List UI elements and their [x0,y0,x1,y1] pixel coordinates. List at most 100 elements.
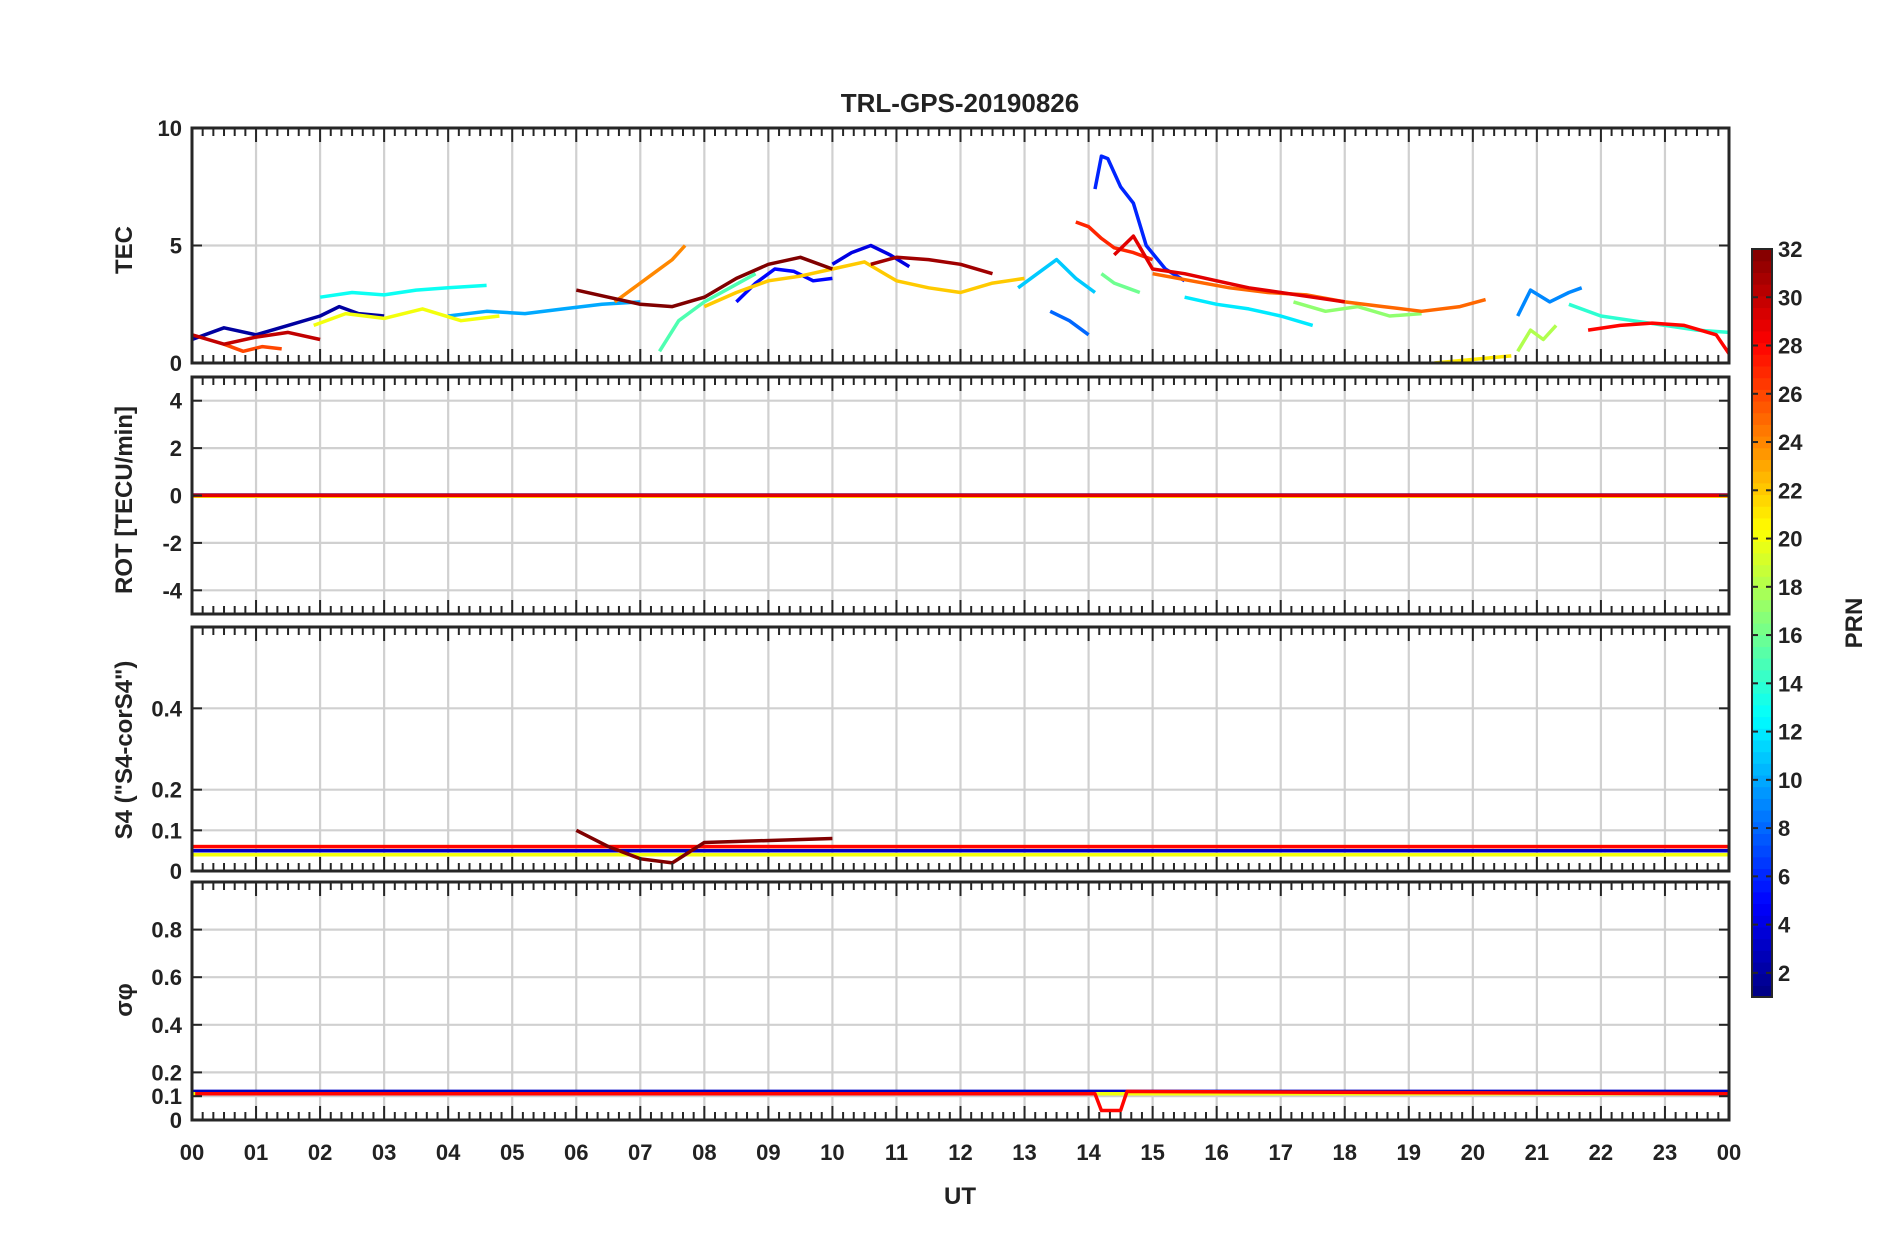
x-tick-label: 21 [1525,1140,1549,1165]
panel-s4: 0 0.1 0.2 0.4 S4 ("S4-corS4") [111,625,1731,884]
x-tick-label: 01 [244,1140,268,1165]
tec-series-prn-31 [870,255,993,276]
x-tick-label: 22 [1589,1140,1613,1165]
tec-series-prn-8 [1049,309,1090,337]
colorbar-band [1752,564,1772,577]
colorbar-band [1752,868,1772,881]
colorbar-tick-label: 24 [1778,430,1803,455]
colorbar-tick-label: 26 [1778,382,1802,407]
x-tick-label: 02 [308,1140,332,1165]
colorbar-band [1752,810,1772,823]
sigma-lines [192,1089,1729,1113]
x-tick-label: 14 [1076,1140,1101,1165]
colorbar-band [1752,400,1772,414]
rot-ytick-label: -2 [162,531,182,556]
colorbar-tick-label: 28 [1778,334,1802,359]
colorbar-band [1752,249,1772,262]
colorbar-band [1752,926,1772,940]
x-tick-label: 08 [692,1140,716,1165]
panel-rot: -4 -2 0 2 4 ROT [TECU/min] [111,375,1731,616]
colorbar-band [1752,529,1772,542]
colorbar-tick-label: 12 [1778,720,1802,745]
colorbar-band [1752,365,1772,379]
sigma-series-prn-28 [195,1089,1729,1113]
tec-series-prn-15 [658,272,757,353]
colorbar-band [1752,424,1772,437]
sigma-ticks [191,882,1730,1121]
colorbar-tick-label: 6 [1778,864,1790,889]
colorbar-tick-label: 32 [1778,237,1802,262]
colorbar-frame [1751,248,1773,998]
colorbar-tick-label: 20 [1778,527,1802,552]
colorbar-band [1752,342,1772,355]
colorbar-band [1752,786,1772,799]
tec-series-prn-6 [1093,154,1186,283]
x-tick-labels: 00 01 02 03 04 05 06 07 08 09 10 11 12 13 14 15 16 17 18 19… [180,1140,1741,1165]
colorbar-band [1752,973,1772,986]
tec-series-prn-30 [192,330,321,346]
x-tick-label: 18 [1333,1140,1357,1165]
colorbar-band [1752,623,1772,636]
x-tick-label: 05 [500,1140,524,1165]
colorbar-band [1752,669,1772,683]
colorbar-band [1752,412,1772,425]
tec-ytick-labels: 0 5 10 [158,116,182,376]
colorbar-band [1752,389,1772,402]
x-tick-label: 15 [1140,1140,1164,1165]
sigma-ytick-label: 0.6 [151,965,182,990]
colorbar-tick-label: 18 [1778,575,1802,600]
colorbar-band [1752,751,1772,764]
colorbar-band [1752,587,1772,601]
tec-lines [192,154,1729,363]
panel-sigma: 00.10.2 0.4 0.6 0.8 σφ [111,880,1731,1133]
colorbar-band [1752,728,1772,741]
colorbar-band [1752,377,1772,390]
tec-ticks [191,127,1730,364]
x-tick-label: 16 [1204,1140,1228,1165]
colorbar-band [1752,471,1772,484]
colorbar-band [1752,938,1772,951]
tec-series-prn-10 [447,300,641,318]
colorbar-band [1752,354,1772,367]
tec-series-prn-11 [1017,257,1097,294]
colorbar-band [1752,774,1772,788]
rot-ytick-label: 2 [170,436,182,461]
x-tick-label: 12 [948,1140,972,1165]
colorbar-band [1752,739,1772,753]
tec-ytick-label: 0 [170,351,182,376]
colorbar-band [1752,517,1772,531]
colorbar-band [1752,552,1772,566]
colorbar-band [1752,658,1772,671]
s4-series-prn-32 [575,828,833,865]
colorbar-label: PRN [1841,598,1868,649]
tec-series-prn-32 [575,255,834,309]
x-tick-label: 09 [756,1140,780,1165]
colorbar-tick-label: 16 [1778,623,1802,648]
tec-series-prn-27 [1075,220,1154,262]
sigma-ytick-labels: 00.10.2 0.4 0.6 0.8 [151,918,182,1133]
s4-ytick-labels: 0 0.1 0.2 0.4 [151,696,182,884]
s4-lines [192,828,1729,865]
s4-ytick-label: 0.4 [151,696,182,721]
colorbar-band [1752,833,1772,846]
tec-series-prn-29 [1112,234,1346,304]
tec-series-prn-20 [313,307,500,328]
chart-title: TRL-GPS-20190826 [841,88,1079,118]
tec-series-prn-26 [223,342,282,354]
rot-ytick-label: 0 [170,484,182,509]
colorbar-tick-label: 14 [1778,671,1803,696]
colorbar-band [1752,284,1772,297]
x-tick-label: 20 [1461,1140,1485,1165]
rot-ticks [191,377,1730,614]
tec-series-prn-28 [1587,321,1729,355]
x-tick-label: 00 [180,1140,204,1165]
x-tick-label: 17 [1268,1140,1292,1165]
s4-ytick-label: 0.2 [151,778,182,803]
tec-ytick-label: 10 [158,116,182,141]
tec-series-prn-2 [192,304,385,342]
colorbar-tick-label: 22 [1778,478,1802,503]
colorbar-band [1752,494,1772,507]
colorbar-band [1752,541,1772,554]
rot-ytick-label: 4 [170,389,183,414]
